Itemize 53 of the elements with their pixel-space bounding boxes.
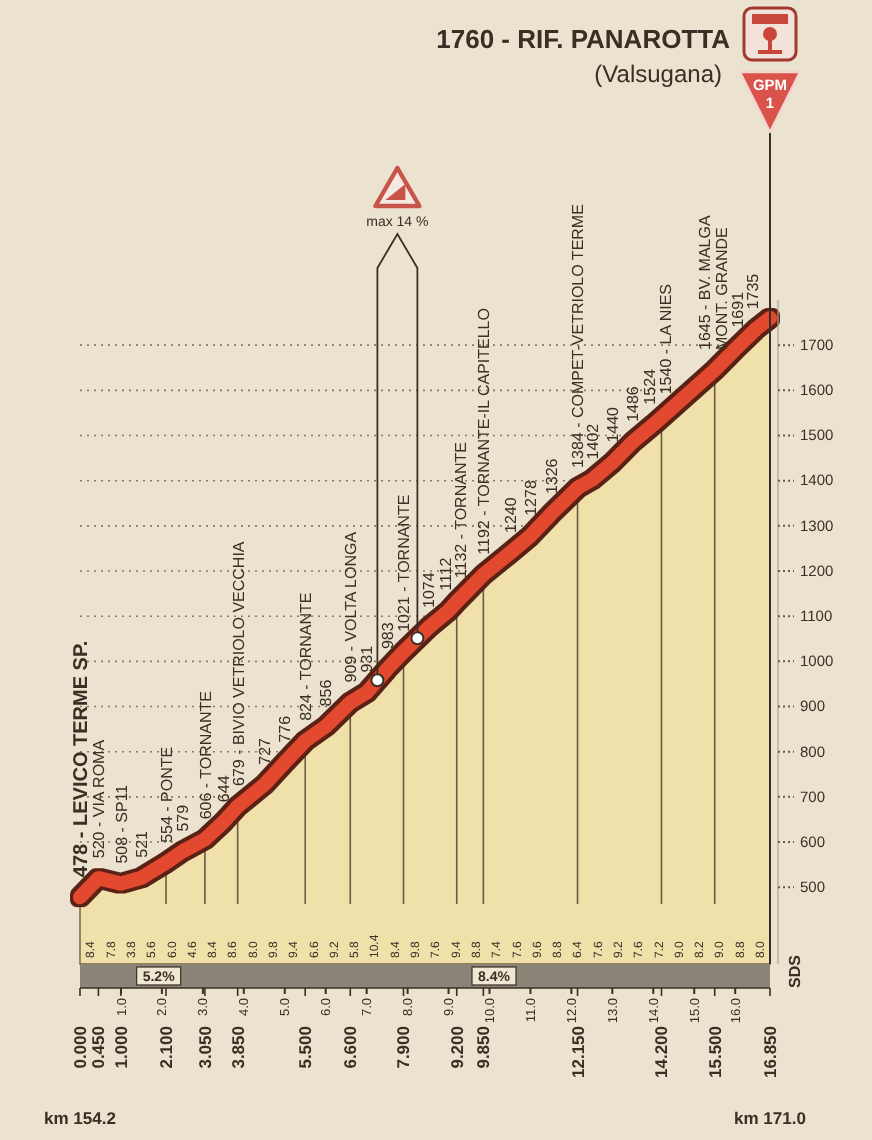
data-label: 1402 (583, 422, 602, 460)
x-tick-label: 7.900 (393, 1025, 414, 1069)
x-tick-label: 3.050 (194, 1025, 215, 1069)
x-tick-label: 15.500 (704, 1025, 725, 1078)
data-label: 1524 (641, 367, 660, 405)
data-label: 931 (358, 644, 377, 673)
data-label: 1112 (436, 556, 455, 591)
data-label: 679 - BIVIO VETRIOLO VECCHIA (229, 540, 248, 786)
x-tick-label: 6.600 (340, 1025, 361, 1069)
data-label: 1691 (728, 290, 747, 328)
data-label: 1486 (624, 385, 643, 422)
x-tick-label: 9.850 (473, 1025, 494, 1069)
data-label: 1192 - TORNANTE-IL CAPITELLO (474, 308, 493, 555)
data-label: 478 - LEVICO TERME SP. (71, 640, 93, 878)
x-tick-label: 2.100 (155, 1025, 176, 1069)
x-tick-label: 9.200 (446, 1025, 467, 1069)
data-label: 1074 (419, 571, 438, 608)
text: km 154.2 (44, 1108, 117, 1128)
data-label: 520 - VIA ROMA (90, 738, 109, 859)
data-label: 1278 (522, 479, 541, 516)
data-label: 1132 - TORNANTE (451, 442, 470, 579)
data-label: 983 (378, 621, 397, 650)
data-label: 1021 - TORNANTE (395, 494, 414, 632)
data-label: 554 - PONTE (157, 746, 176, 843)
data-label: 1440 (603, 405, 622, 443)
data-label: 1326 (542, 457, 561, 495)
data-label: 521 (133, 829, 152, 858)
data-label: 644 (214, 774, 233, 803)
data-label: 727 (255, 736, 274, 765)
text: km 171.0 (734, 1108, 807, 1128)
text: SDS (785, 953, 804, 988)
data-label: 909 - VOLTA LONGA (341, 530, 360, 683)
chart-subtitle: (Valsugana) (594, 60, 722, 88)
x-tick-label: 0.450 (88, 1025, 109, 1069)
data-label: 824 - TORNANTE (296, 592, 315, 721)
data-label: 1240 (501, 496, 520, 533)
x-tick-label: 14.200 (651, 1025, 672, 1078)
data-label: 606 - TORNANTE (196, 690, 215, 820)
x-tick-label: 16.850 (759, 1025, 780, 1078)
data-label: 776 (276, 714, 295, 743)
x-tick-label: 1.000 (110, 1025, 131, 1069)
x-tick-label: 3.850 (227, 1025, 248, 1069)
x-tick-label: 12.150 (567, 1025, 588, 1078)
data-label: 1735 (744, 272, 763, 310)
chart-title: 1760 - RIF. PANAROTTA (436, 24, 732, 54)
data-label: 1540 - LA NIES (656, 284, 675, 395)
data-label: 856 (317, 678, 336, 707)
data-label: 579 (173, 803, 192, 832)
x-tick-label: 5.500 (295, 1025, 316, 1069)
x-tick-label: 0.000 (69, 1025, 90, 1069)
data-label: 1645 - BV. MALGA MONT. GRANDE (695, 214, 732, 351)
data-label: 508 - SP11 (112, 783, 131, 864)
data-label: 1384 - COMPET-VETRIOLO TERME (568, 204, 587, 468)
